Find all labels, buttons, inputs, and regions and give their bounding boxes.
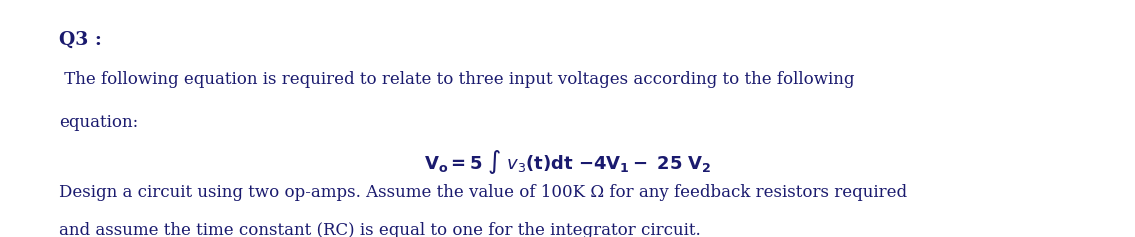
- Text: The following equation is required to relate to three input voltages according t: The following equation is required to re…: [59, 71, 855, 88]
- Text: and assume the time constant (RC) is equal to one for the integrator circuit.: and assume the time constant (RC) is equ…: [59, 222, 700, 237]
- Text: Design a circuit using two op-amps. Assume the value of 100K Ω for any feedback : Design a circuit using two op-amps. Assu…: [59, 184, 907, 201]
- Text: Q3 :: Q3 :: [59, 31, 102, 49]
- Text: equation:: equation:: [59, 114, 138, 131]
- Text: $\mathbf{V_o = 5}$ $\mathbf{\int}$ $\mathbf{\mathit{v_3}(t)dt}$ $\mathbf{-4V_1-}: $\mathbf{V_o = 5}$ $\mathbf{\int}$ $\mat…: [423, 148, 712, 176]
